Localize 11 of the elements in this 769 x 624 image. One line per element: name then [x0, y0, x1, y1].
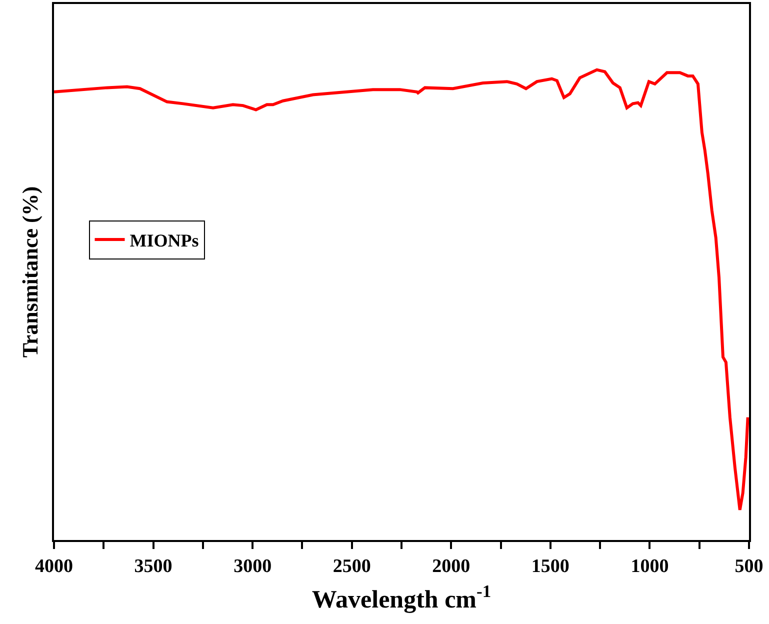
legend-label: MIONPs [130, 230, 199, 251]
x-axis-title: Wavelength cm$^{-1}$ [312, 580, 492, 614]
x-tick-label: 3000 [234, 556, 272, 577]
x-tick-label: 2500 [332, 556, 371, 577]
x-tick-label: 1000 [630, 556, 669, 577]
x-tick-label: 3500 [134, 556, 172, 577]
x-tick-label: 1500 [531, 556, 570, 577]
x-tick-label: 4000 [35, 556, 73, 577]
x-tick-label: 2000 [432, 556, 470, 577]
x-tick-label: 500 [734, 556, 764, 577]
y-axis-title: Transmitance (%) [17, 186, 42, 358]
